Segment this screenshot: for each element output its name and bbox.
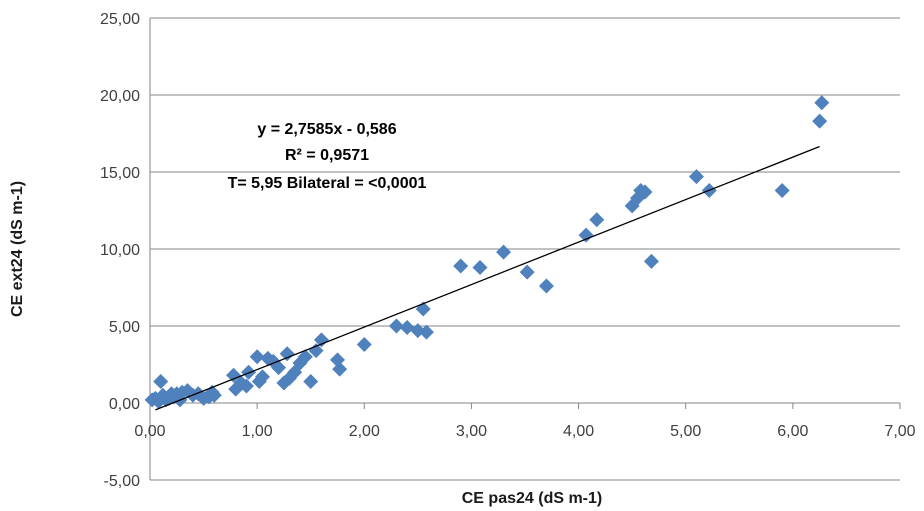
- y-tick-label: 25,00: [100, 11, 140, 28]
- data-point: [332, 361, 348, 377]
- data-point: [399, 320, 415, 336]
- y-axis-title: CE ext24 (dS m-1): [9, 181, 26, 317]
- data-point: [249, 349, 265, 365]
- data-point: [812, 113, 828, 129]
- data-point: [238, 378, 254, 394]
- data-point: [206, 387, 222, 403]
- data-point: [519, 264, 535, 280]
- x-axis-title: CE pas24 (dS m-1): [462, 490, 602, 507]
- data-point: [356, 336, 372, 352]
- y-axis: -5,00 0,00 5,00 10,00 15,00 20,00 25,00: [100, 11, 151, 490]
- x-tick-label: 6,00: [777, 423, 808, 440]
- data-point: [308, 343, 324, 359]
- data-point: [241, 364, 257, 380]
- x-tick-label: 1,00: [242, 423, 273, 440]
- y-tick-label: 0,00: [109, 396, 140, 413]
- x-tick-label: 3,00: [456, 423, 487, 440]
- data-point: [578, 227, 594, 243]
- data-point: [472, 259, 488, 275]
- data-point: [496, 244, 512, 260]
- x-tick-label: 5,00: [670, 423, 701, 440]
- x-tick-label: 0,00: [134, 423, 165, 440]
- data-point: [313, 332, 329, 348]
- y-tick-label: 15,00: [100, 165, 140, 182]
- data-point: [297, 349, 313, 365]
- data-point: [589, 212, 605, 228]
- data-point: [303, 373, 319, 389]
- annotation-line: R² = 0,9571: [285, 147, 369, 164]
- data-points: [144, 95, 830, 409]
- y-tick-label: 20,00: [100, 88, 140, 105]
- data-point: [271, 360, 287, 376]
- data-point: [418, 324, 434, 340]
- axis-titles: CE pas24 (dS m-1) CE ext24 (dS m-1): [9, 181, 602, 507]
- data-point: [688, 169, 704, 185]
- regression-annotations: y = 2,7585x - 0,586 R² = 0,9571 T= 5,95 Bi…: [228, 121, 427, 192]
- data-point: [814, 95, 830, 111]
- x-tick-label: 2,00: [349, 423, 380, 440]
- data-point: [538, 278, 554, 294]
- data-point: [388, 318, 404, 334]
- trendline: [155, 145, 820, 411]
- y-tick-label: 5,00: [109, 319, 140, 336]
- gridlines: [150, 17, 900, 481]
- x-tick-label: 7,00: [884, 423, 915, 440]
- y-tick-label: -5,00: [104, 473, 141, 490]
- x-axis: 0,00 1,00 2,00 3,00 4,00 5,00 6,00 7,00: [134, 402, 916, 440]
- annotation-line: T= 5,95 Bilateral = <0,0001: [228, 175, 427, 192]
- annotation-line: y = 2,7585x - 0,586: [257, 121, 396, 138]
- data-point: [774, 182, 790, 198]
- data-point: [226, 367, 242, 383]
- data-point: [453, 258, 469, 274]
- data-point: [279, 346, 295, 362]
- x-tick-label: 4,00: [563, 423, 594, 440]
- trendline-line: [155, 145, 820, 411]
- data-point: [153, 373, 169, 389]
- y-tick-label: 10,00: [100, 242, 140, 259]
- data-point: [255, 369, 270, 385]
- data-point: [637, 184, 653, 200]
- data-point: [643, 253, 659, 269]
